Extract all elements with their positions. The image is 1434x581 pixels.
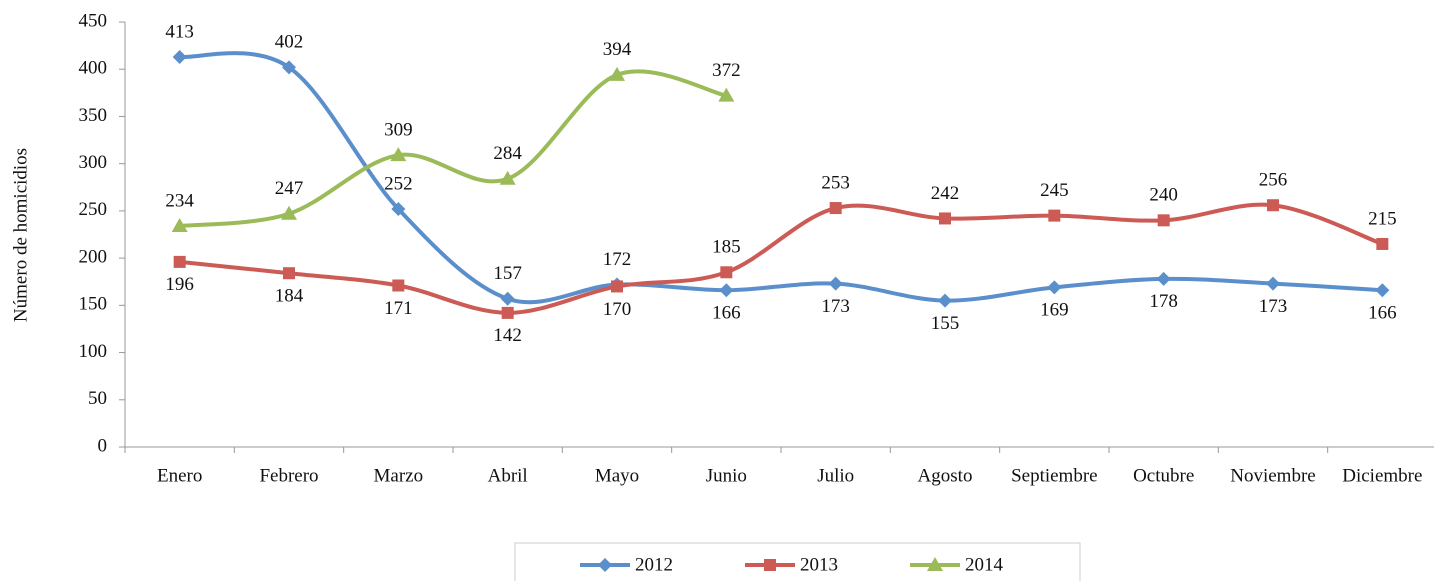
- data-label: 196: [165, 274, 194, 295]
- data-label: 173: [1259, 296, 1288, 317]
- marker: [829, 202, 842, 215]
- y-tick-label: 150: [79, 294, 108, 315]
- data-label: 240: [1149, 185, 1178, 206]
- data-label: 253: [821, 172, 850, 193]
- y-tick-label: 100: [79, 341, 108, 362]
- legend-marker: [927, 557, 943, 571]
- marker: [828, 276, 843, 291]
- y-tick-label: 300: [79, 152, 108, 173]
- marker: [939, 212, 951, 225]
- data-label: 172: [603, 249, 632, 270]
- series-line: [177, 51, 1385, 305]
- marker: [1375, 283, 1390, 298]
- data-label: 155: [931, 313, 960, 334]
- marker: [1156, 271, 1171, 286]
- data-label: 142: [493, 325, 522, 346]
- data-label: 166: [712, 303, 741, 324]
- data-label: 166: [1368, 303, 1397, 324]
- x-tick-label: Agosto: [918, 465, 973, 486]
- legend-marker: [764, 559, 776, 571]
- marker: [718, 87, 735, 102]
- y-axis-label: Número de homicidios: [10, 148, 31, 322]
- marker: [609, 66, 625, 81]
- marker: [1048, 209, 1061, 222]
- data-label: 252: [384, 173, 413, 194]
- data-label: 184: [275, 286, 304, 307]
- data-label: 173: [821, 296, 850, 317]
- data-label: 169: [1040, 300, 1069, 321]
- marker: [283, 267, 295, 280]
- marker: [1267, 199, 1279, 212]
- legend-marker: [598, 558, 612, 572]
- legend-box: [514, 542, 1081, 581]
- data-label: 284: [493, 143, 522, 164]
- marker: [938, 293, 952, 308]
- data-label: 413: [165, 21, 194, 42]
- marker: [611, 280, 623, 293]
- x-tick-label: Marzo: [374, 465, 424, 486]
- marker: [392, 279, 405, 292]
- series-line: [177, 202, 1385, 315]
- marker: [173, 255, 186, 268]
- marker: [501, 306, 514, 319]
- data-label: 309: [384, 120, 413, 141]
- marker: [499, 170, 516, 185]
- x-tick-label: Septiembre: [1011, 465, 1098, 486]
- y-tick-label: 250: [79, 199, 108, 220]
- marker: [1376, 237, 1389, 250]
- marker: [720, 266, 733, 279]
- legend-label: 2013: [800, 554, 838, 575]
- marker: [172, 49, 187, 64]
- data-label: 394: [603, 39, 632, 60]
- data-label: 247: [275, 178, 304, 199]
- marker: [391, 202, 406, 216]
- legend-label: 2014: [965, 554, 1004, 575]
- marker: [281, 205, 297, 220]
- y-tick-label: 350: [79, 105, 108, 126]
- data-label: 372: [712, 60, 741, 81]
- x-tick-label: Junio: [706, 465, 747, 486]
- marker: [719, 283, 734, 298]
- marker: [1266, 276, 1280, 291]
- marker: [282, 60, 296, 75]
- data-label: 185: [712, 237, 741, 258]
- y-tick-label: 450: [79, 10, 108, 31]
- marker: [1157, 214, 1170, 227]
- data-label: 242: [931, 183, 960, 204]
- x-tick-label: Noviembre: [1230, 465, 1315, 486]
- marker: [500, 291, 515, 306]
- y-tick-label: 0: [98, 435, 108, 456]
- data-label: 402: [275, 32, 304, 53]
- marker: [171, 218, 188, 232]
- data-label: 178: [1149, 291, 1178, 312]
- x-tick-label: Enero: [157, 465, 202, 486]
- y-tick-label: 200: [79, 246, 108, 267]
- marker: [390, 147, 407, 162]
- x-tick-label: Febrero: [259, 465, 318, 486]
- data-label: 157: [493, 263, 522, 284]
- data-label: 170: [603, 299, 632, 320]
- y-tick-label: 400: [79, 58, 108, 79]
- x-tick-label: Julio: [817, 465, 854, 486]
- y-tick-label: 50: [88, 388, 107, 409]
- marker: [1047, 280, 1062, 295]
- series-line: [177, 69, 729, 228]
- data-label: 234: [165, 190, 194, 211]
- x-tick-label: Mayo: [595, 465, 639, 486]
- data-label: 256: [1259, 170, 1288, 191]
- x-tick-label: Diciembre: [1342, 465, 1422, 486]
- legend-label: 2012: [635, 554, 673, 575]
- data-label: 245: [1040, 180, 1069, 201]
- x-tick-label: Abril: [488, 465, 528, 486]
- data-label: 171: [384, 298, 413, 319]
- x-tick-label: Octubre: [1133, 465, 1194, 486]
- data-label: 215: [1368, 208, 1397, 229]
